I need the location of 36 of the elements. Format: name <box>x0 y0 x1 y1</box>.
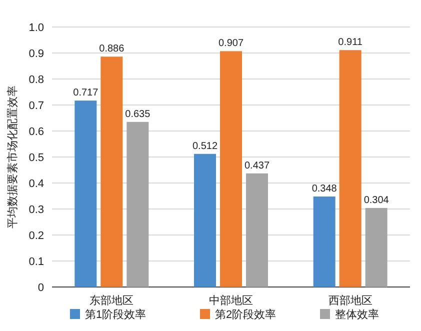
y-tick-label: 0.6 <box>28 126 44 138</box>
bar <box>126 122 149 287</box>
bar <box>220 51 242 287</box>
y-tick-label: 0.9 <box>28 48 44 60</box>
x-tick-label: 西部地区 <box>328 294 372 307</box>
data-label: 0.911 <box>338 37 363 48</box>
y-axis-title: 平均数据要素市场化配置效率 <box>6 86 19 228</box>
x-tick-label: 东部地区 <box>90 294 134 307</box>
bar <box>365 208 388 287</box>
y-tick-label: 0 <box>38 282 44 294</box>
data-label: 0.437 <box>244 160 270 172</box>
bar <box>313 196 336 287</box>
legend-label: 整体效率 <box>335 308 379 321</box>
legend-label: 第1阶段效率 <box>85 308 146 321</box>
bar <box>246 173 268 287</box>
y-tick-label: 0.2 <box>28 230 44 242</box>
y-tick-label: 1.0 <box>28 22 44 34</box>
data-label: 0.512 <box>192 140 218 152</box>
y-tick-label: 0.5 <box>28 152 44 164</box>
data-label: 0.907 <box>218 38 244 50</box>
bar <box>194 154 216 287</box>
y-tick-label: 0.4 <box>28 178 44 190</box>
data-label: 0.348 <box>312 184 338 195</box>
bar <box>100 56 123 287</box>
bar <box>74 100 97 287</box>
y-tick-label: 0.1 <box>28 256 44 268</box>
data-label: 0.717 <box>73 88 99 99</box>
y-tick-label: 0.3 <box>28 204 44 216</box>
y-tick-label: 0.8 <box>28 74 44 86</box>
data-label: 0.635 <box>125 108 151 120</box>
x-tick-label: 中部地区 <box>209 294 253 307</box>
bar <box>339 50 362 287</box>
legend-label: 第2阶段效率 <box>215 308 276 321</box>
data-label: 0.304 <box>364 194 390 206</box>
data-label: 0.886 <box>99 44 125 55</box>
y-tick-label: 0.7 <box>28 100 44 112</box>
